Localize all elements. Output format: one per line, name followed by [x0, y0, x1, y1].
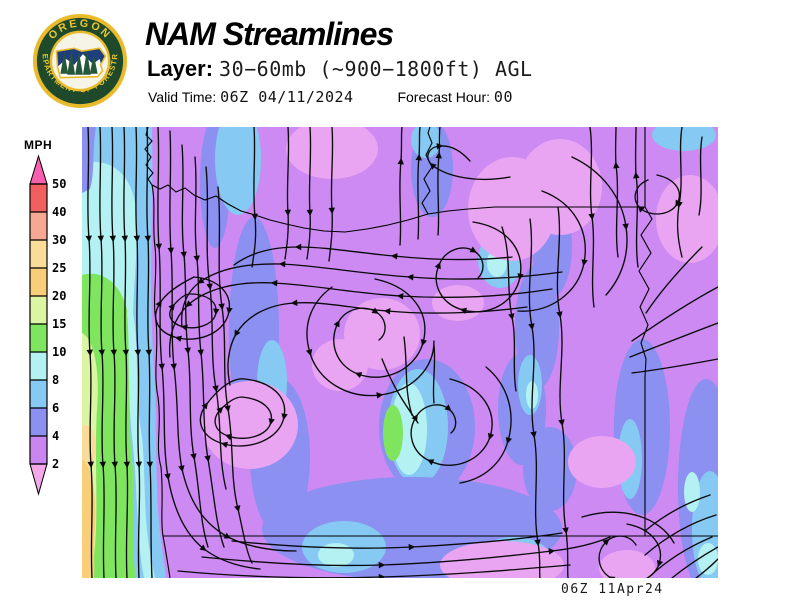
legend-tick-labels: 50 40 30 25 20 15 10 8 6 4 2 — [52, 177, 66, 471]
forecast-hour-label: Forecast Hour: — [397, 89, 491, 105]
svg-text:6: 6 — [52, 401, 59, 415]
streamlines-layer — [85, 127, 718, 578]
svg-text:40: 40 — [52, 205, 66, 219]
svg-text:2: 2 — [52, 457, 59, 471]
snake-river-or-id-border — [638, 206, 653, 536]
valid-time-label: Valid Time: — [148, 89, 217, 105]
legend-bar-outline — [29, 183, 48, 465]
valid-time-value: 06Z 04/11/2024 — [220, 88, 354, 106]
logo-trees — [60, 50, 98, 75]
legend-seg-2-4 — [30, 436, 47, 464]
page-title: NAM Streamlines — [145, 16, 394, 52]
svg-text:30: 30 — [52, 233, 66, 247]
svg-text:4: 4 — [52, 429, 59, 443]
logo-oregon-state-scene — [55, 47, 107, 79]
layer-value: 30−60mb (~900−1800ft) AGL — [219, 57, 533, 81]
legend-seg-30-40 — [30, 212, 47, 240]
legend-seg-4-6 — [30, 408, 47, 436]
legend-seg-20-25 — [30, 268, 47, 296]
layer-label: Layer: — [147, 56, 214, 81]
legend-arrow-bottom — [29, 463, 48, 496]
svg-text:20: 20 — [52, 289, 66, 303]
forecast-hour-value: 00 — [493, 88, 513, 106]
legend-seg-10-15 — [30, 324, 47, 352]
odf-logo: OREGON DEPARTMENT OF FORESTRY — [31, 10, 128, 109]
legend-seg-15-20 — [30, 296, 47, 324]
svg-text:10: 10 — [52, 345, 66, 359]
streamline-map — [82, 127, 718, 578]
svg-text:50: 50 — [52, 177, 66, 191]
map-timestamp: 06Z 11Apr24 — [561, 582, 664, 597]
svg-text:15: 15 — [52, 317, 66, 331]
svg-text:8: 8 — [52, 373, 59, 387]
valid-time-line: Valid Time: 06Z 04/11/2024 Forecast Hour… — [148, 88, 513, 106]
wind-speed-legend: 50 40 30 25 20 15 10 8 6 4 2 — [29, 154, 66, 496]
legend-arrow-top — [29, 154, 48, 185]
layer-line: Layer: 30−60mb (~900−1800ft) AGL — [147, 56, 533, 82]
legend-seg-6-8 — [30, 380, 47, 408]
legend-seg-8-10 — [30, 352, 47, 380]
legend-unit-label: MPH — [24, 138, 53, 152]
legend-seg-40-50 — [30, 184, 47, 212]
svg-text:25: 25 — [52, 261, 66, 275]
legend-seg-25-30 — [30, 240, 47, 268]
